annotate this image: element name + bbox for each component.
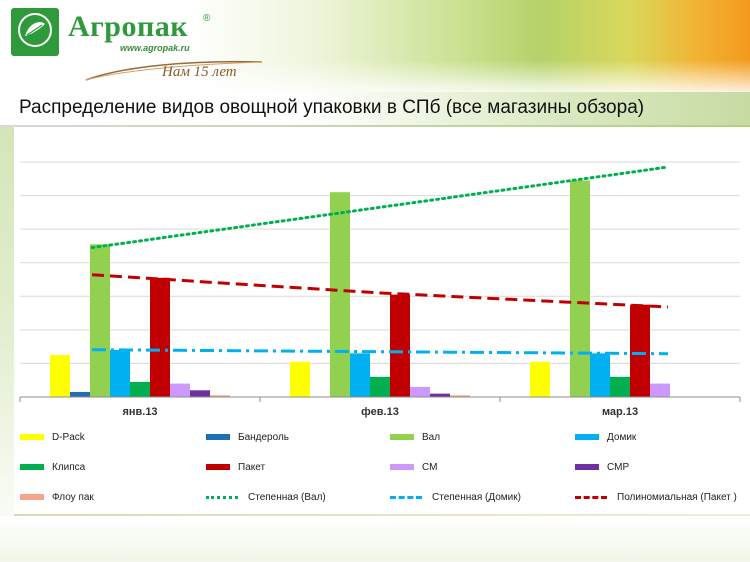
legend-label: D-Pack xyxy=(52,431,85,443)
bar-7-1 xyxy=(170,383,190,397)
slide-title: Распределение видов овощной упаковки в С… xyxy=(19,97,645,118)
legend-item: Степенная (Вал) xyxy=(206,490,326,504)
legend-swatch xyxy=(20,494,44,500)
logo-leaf-icon xyxy=(18,13,52,47)
bar-8-1 xyxy=(190,390,210,397)
footer-rule xyxy=(14,514,750,516)
bar-3-2 xyxy=(330,192,350,397)
bar-6-2 xyxy=(390,294,410,397)
legend-swatch xyxy=(390,434,414,440)
legend-item: Домик xyxy=(575,430,636,444)
legend-swatch xyxy=(20,434,44,440)
title-band xyxy=(0,92,750,126)
legend-label: Вал xyxy=(422,431,441,443)
bar-6-1 xyxy=(150,277,170,397)
x-axis: янв.13 фев.13 мар.13 xyxy=(19,396,741,418)
bar-7-2 xyxy=(410,386,430,397)
title-underline xyxy=(0,125,750,127)
legend-label: СМ xyxy=(422,461,438,473)
legend-swatch xyxy=(20,464,44,470)
bar-1-2 xyxy=(290,361,310,397)
legend-label: Степенная (Вал) xyxy=(248,491,326,503)
left-decor-strip xyxy=(0,127,14,562)
legend-label: Домик xyxy=(607,431,637,443)
legend-swatch xyxy=(206,464,230,470)
bar-5-3 xyxy=(610,376,630,397)
bar-9-1 xyxy=(210,395,230,397)
bar-4-3 xyxy=(590,353,610,397)
legend-label: Степенная (Домик) xyxy=(432,491,521,503)
bar-9-2 xyxy=(450,395,470,397)
brand-years: Нам 15 лет xyxy=(162,64,237,80)
bottom-fade xyxy=(0,516,750,562)
bar-7-3 xyxy=(650,383,670,397)
x-tick-label: фев.13 xyxy=(361,406,399,418)
legend-label: Бандероль xyxy=(238,431,289,443)
legend-item: Полиномиальная (Пакет ) xyxy=(575,490,737,504)
legend-swatch xyxy=(390,495,422,499)
bar-3-3 xyxy=(570,180,590,397)
bars xyxy=(50,180,670,397)
legend-label: Клипса xyxy=(52,461,86,473)
legend-item: Флоу пак xyxy=(20,490,94,504)
x-tick-label: мар.13 xyxy=(602,406,638,418)
legend-swatch xyxy=(390,464,414,470)
trendline-2 xyxy=(91,348,669,356)
gridlines xyxy=(20,161,740,364)
bar-1-1 xyxy=(50,355,70,397)
bar-1-3 xyxy=(530,361,550,397)
bar-3-1 xyxy=(90,244,110,397)
brand-registered-mark: ® xyxy=(203,13,211,24)
legend-swatch xyxy=(206,495,238,499)
legend-item: D-Pack xyxy=(20,430,85,444)
legend-label: СМР xyxy=(607,461,630,473)
legend-item: Пакет xyxy=(206,460,265,474)
bar-5-2 xyxy=(370,376,390,397)
chart-legend: D-Pack Бандероль Вал Домик Клипса Пакет СМ СМР Ф… xyxy=(20,426,740,506)
legend-label: Пакет xyxy=(238,461,266,473)
legend-swatch xyxy=(575,434,599,440)
trendlines xyxy=(90,165,670,356)
brand-url[interactable]: www.agropak.ru xyxy=(120,43,190,53)
legend-label: Флоу пак xyxy=(52,491,94,503)
legend-item: СМР xyxy=(575,460,629,474)
legend-swatch xyxy=(206,434,230,440)
legend-label: Полиномиальная (Пакет ) xyxy=(617,491,737,503)
x-tick-label: янв.13 xyxy=(122,406,157,418)
bar-2-1 xyxy=(70,391,90,397)
bar-4-2 xyxy=(350,353,370,397)
legend-item: Бандероль xyxy=(206,430,289,444)
legend-item: Клипса xyxy=(20,460,85,474)
legend-item: Степенная (Домик) xyxy=(390,490,521,504)
logo-badge xyxy=(11,8,59,56)
bar-8-2 xyxy=(430,393,450,397)
header-fade xyxy=(0,60,750,92)
bar-6-3 xyxy=(630,304,650,397)
trendline-1 xyxy=(90,165,670,250)
bar-5-1 xyxy=(130,381,150,397)
brand-name: Агропак xyxy=(68,10,189,43)
legend-swatch xyxy=(575,464,599,470)
legend-item: СМ xyxy=(390,460,437,474)
legend-swatch xyxy=(575,495,607,499)
bar-4-1 xyxy=(110,350,130,397)
trendline-3 xyxy=(91,273,669,309)
brand-swoosh-icon xyxy=(85,60,263,81)
legend-item: Вал xyxy=(390,430,440,444)
